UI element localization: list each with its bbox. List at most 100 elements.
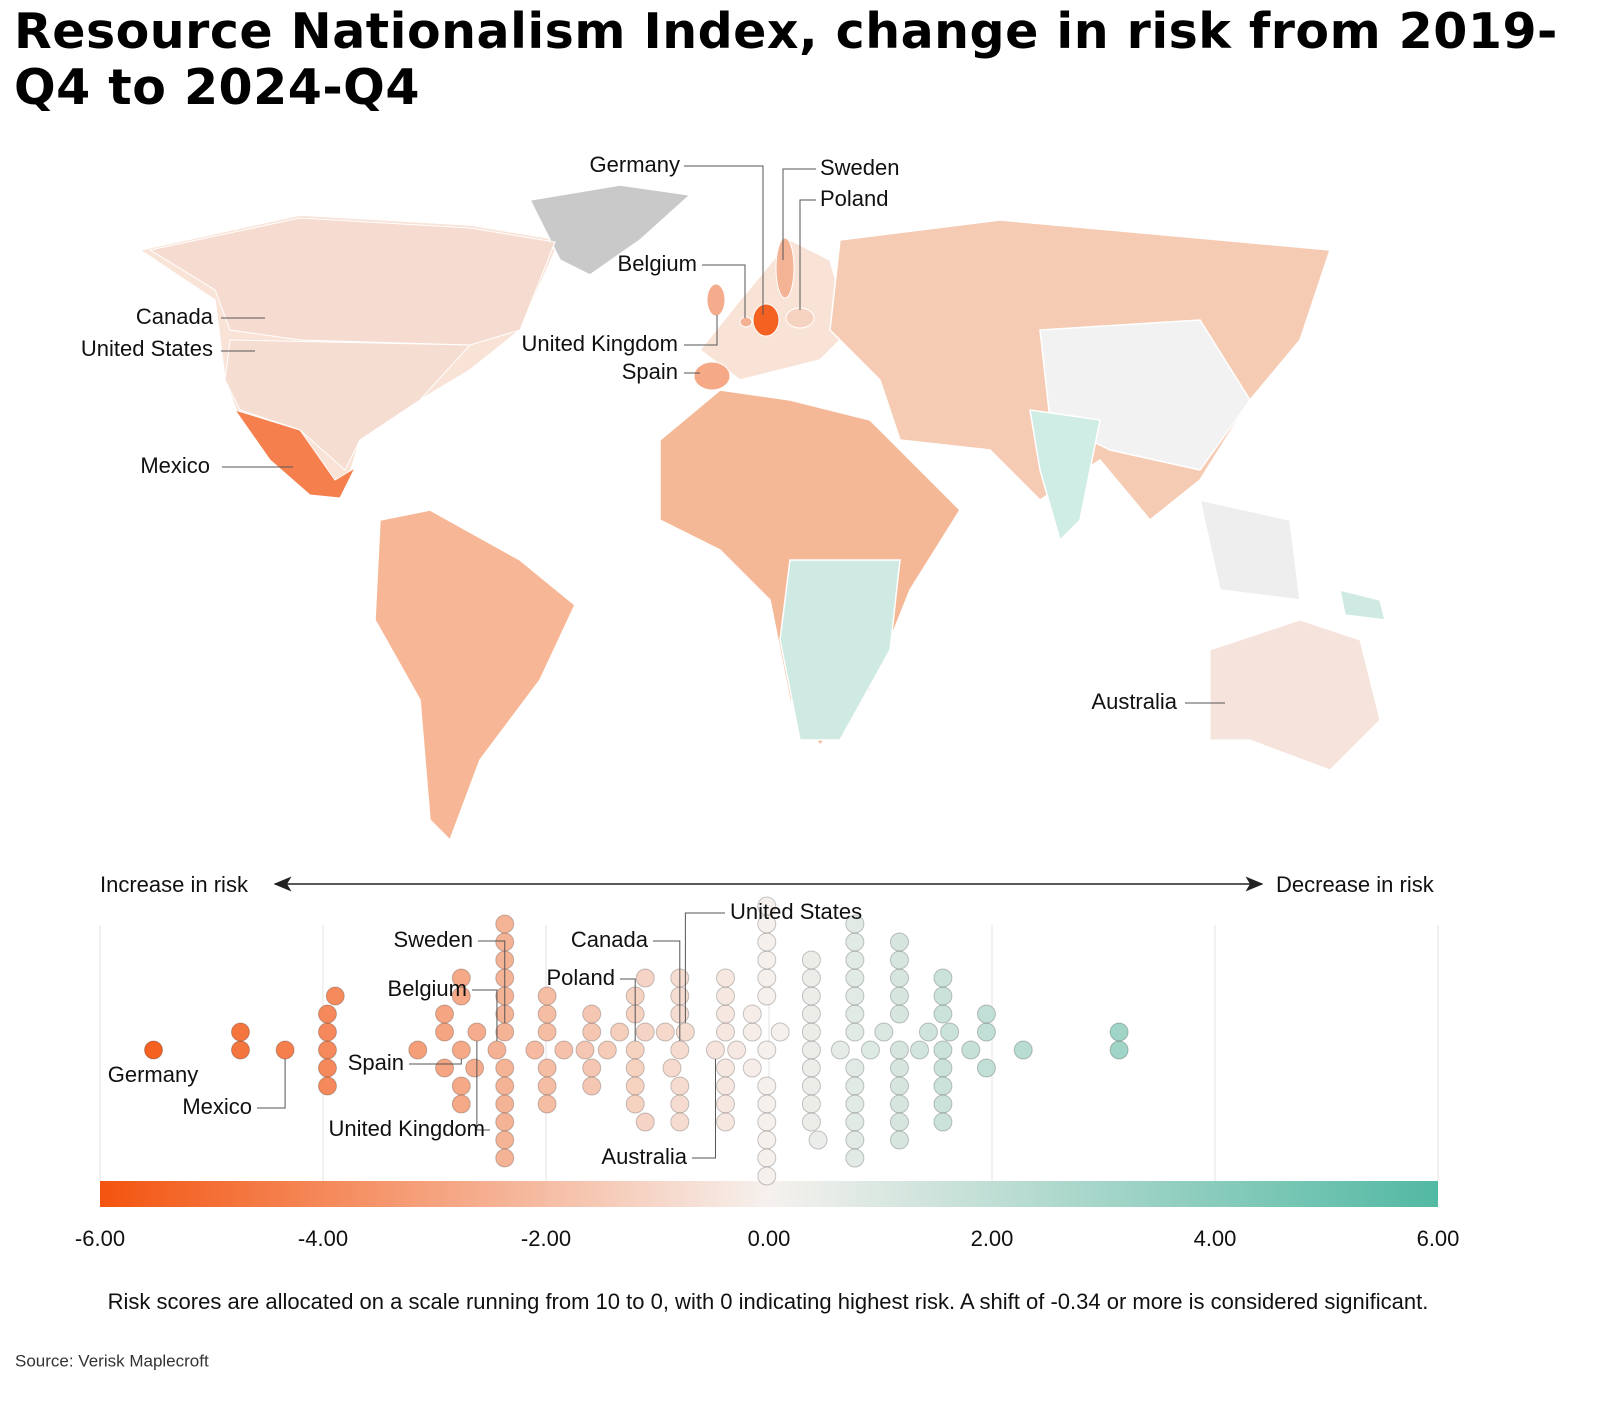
swarm-dot [933, 986, 953, 1006]
swarm-dot [635, 968, 655, 988]
map-country-label: Germany [590, 152, 680, 177]
swarm-dot [801, 1076, 821, 1096]
swarm-dot [889, 1058, 909, 1078]
swarm-dot [976, 1022, 996, 1042]
swarm-dot [845, 968, 865, 988]
x-tick-label: -6.00 [75, 1226, 125, 1251]
swarm-dot [625, 1076, 645, 1096]
swarm-dot [537, 1022, 557, 1042]
swarm-dot [889, 1004, 909, 1024]
swarm-dot [757, 1076, 777, 1096]
swarm-country-label: Australia [601, 1144, 687, 1169]
swarm-dot [889, 1076, 909, 1096]
swarm-dot [757, 1130, 777, 1150]
swarm-dot [874, 1022, 894, 1042]
swarm-dot [845, 950, 865, 970]
swarm-dot [976, 1058, 996, 1078]
swarm-dot [655, 1022, 675, 1042]
swarm-dot [582, 1022, 602, 1042]
swarm-dot [582, 1058, 602, 1078]
swarm-dot [801, 968, 821, 988]
swarm-dot [465, 1058, 485, 1078]
swarm-dot [716, 1094, 736, 1114]
swarm-dot [757, 950, 777, 970]
swarm-dot [554, 1040, 574, 1060]
swarm-dot [317, 1004, 337, 1024]
swarm-dot [845, 1058, 865, 1078]
leader-line [476, 1041, 490, 1131]
swarm-dot [675, 1022, 695, 1042]
swarm-dot [716, 1058, 736, 1078]
country-region [775, 237, 795, 299]
swarm-dot [889, 1130, 909, 1150]
swarm-dot [801, 1004, 821, 1024]
map-country-label: Mexico [140, 453, 210, 478]
swarm-dot [757, 896, 777, 916]
leader-line [684, 315, 718, 346]
swarm-dot [705, 1040, 725, 1060]
country-region [148, 217, 556, 346]
leader-line [478, 940, 506, 1023]
swarm-dot [845, 1076, 865, 1096]
swarm-country-label: United Kingdom [328, 1116, 485, 1141]
greenland [528, 184, 692, 276]
swarm-dot [635, 1022, 655, 1042]
leader-line [782, 168, 816, 260]
swarm-dot [845, 1130, 865, 1150]
leader-line [653, 940, 681, 1041]
country-region [693, 361, 731, 391]
swarm-dot [801, 950, 821, 970]
swarm-dot [757, 1112, 777, 1132]
swarm-dot [889, 1112, 909, 1132]
leader-line [692, 1059, 716, 1159]
swarm-dot [889, 986, 909, 1006]
swarm-country-label: Sweden [393, 927, 473, 952]
labeled-countries [148, 217, 1381, 771]
swarm-dot [230, 1022, 250, 1042]
swarm-dot [845, 932, 865, 952]
swarm-dot [801, 1058, 821, 1078]
map-country-label: Poland [820, 186, 889, 211]
swarm-dot [1013, 1040, 1033, 1060]
swarm-dot [976, 1004, 996, 1024]
title: Resource Nationalism Index, change in ri… [14, 3, 1558, 116]
swarm-dot [845, 1022, 865, 1042]
country-region [1209, 619, 1381, 771]
swarm-country-label: Mexico [182, 1094, 252, 1119]
swarm-dot [408, 1040, 428, 1060]
country-region [224, 339, 472, 471]
swarm-dot [435, 1004, 455, 1024]
swarm-dot [808, 1130, 828, 1150]
swarm-dot [716, 1112, 736, 1132]
swarm-dot [933, 1094, 953, 1114]
country-region [233, 409, 357, 499]
swarm-dot [625, 1094, 645, 1114]
swarm-dot [495, 1058, 515, 1078]
swarm-dot [317, 1022, 337, 1042]
swarm-dot [495, 914, 515, 934]
swarm-country-label: Belgium [388, 976, 467, 1001]
swarm-dot [435, 1022, 455, 1042]
leader-line [799, 199, 816, 310]
continent [1339, 588, 1386, 621]
continent [1029, 409, 1101, 542]
country-region [706, 283, 726, 317]
swarm-dot [910, 1040, 930, 1060]
leader-line [409, 1059, 462, 1065]
swarm-dot [845, 1004, 865, 1024]
left-label: Increase in risk [100, 872, 249, 897]
swarm-dot [801, 986, 821, 1006]
swarm-dot [845, 1112, 865, 1132]
swarm-dot [317, 1076, 337, 1096]
country-region [739, 316, 753, 328]
swarm-dot [467, 1022, 487, 1042]
swarm-dot [317, 1040, 337, 1060]
swarm-dot [670, 1076, 690, 1096]
swarm-dot [610, 1022, 630, 1042]
swarm-country-label: United States [730, 899, 862, 924]
swarm-dot [670, 1112, 690, 1132]
x-tick-label: 2.00 [971, 1226, 1014, 1251]
swarm-dot [716, 968, 736, 988]
swarm-dot [830, 1040, 850, 1060]
